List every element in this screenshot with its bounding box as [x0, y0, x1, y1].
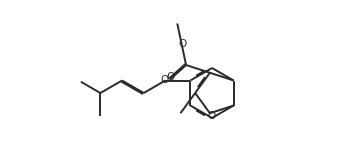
Text: O: O — [166, 72, 174, 82]
Text: O: O — [161, 75, 169, 85]
Text: O: O — [179, 39, 187, 49]
Text: O: O — [207, 111, 215, 121]
